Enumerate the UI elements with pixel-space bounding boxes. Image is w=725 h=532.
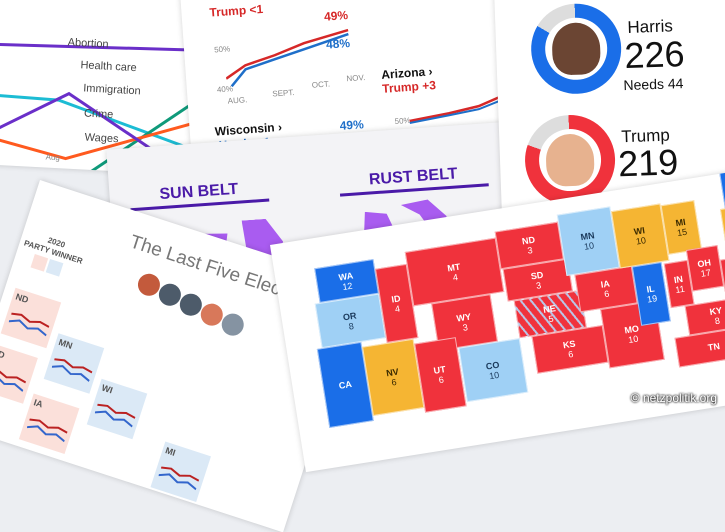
sun-belt-heading: SUN BELT: [129, 178, 270, 212]
state-tile: MI: [150, 441, 211, 503]
issues-lines: [0, 42, 215, 176]
issues-chart-panel: Abortion Health care Immigration Crime W…: [0, 0, 215, 176]
state-tile: MN: [43, 333, 105, 394]
x-tick: AUG.: [227, 95, 248, 106]
state-mn[interactable]: MN 10: [556, 206, 620, 276]
line-immigration: [0, 119, 204, 161]
electoral-votes: 11: [674, 283, 686, 295]
tile-trend: [158, 466, 200, 491]
x-tick: SEPT.: [272, 87, 295, 99]
state-oh[interactable]: OH 17: [685, 244, 725, 292]
legend-crime: Crime: [83, 107, 114, 122]
x-tick: OCT.: [311, 79, 331, 90]
poll-trend: [225, 28, 349, 88]
tile-label: WI: [100, 382, 114, 396]
state-wi[interactable]: WI 10: [610, 203, 670, 269]
y-tick: 50%: [213, 44, 231, 55]
tile-label: ND: [14, 291, 30, 306]
state-abbr: CA: [338, 378, 353, 391]
line-abortion: [0, 42, 192, 52]
rust-belt-heading: RUST BELT: [338, 163, 489, 197]
state-tile: SD: [0, 343, 38, 404]
axis-tick: Aug: [45, 152, 61, 163]
arizona-lead: Trump +3: [381, 78, 437, 96]
tile-label: SD: [0, 347, 7, 361]
state-abbr: TN: [707, 340, 721, 353]
harris-votes: 226: [623, 33, 686, 77]
harris-progress-ring: [529, 2, 623, 96]
state-or[interactable]: OR 8: [314, 293, 386, 349]
harris-avatar: [551, 21, 602, 76]
tile-label: MN: [57, 337, 74, 351]
y-tick: 40%: [216, 84, 234, 95]
legend-wages: Wages: [84, 131, 119, 146]
arizona-trend: [409, 93, 507, 124]
trump-votes: 219: [617, 141, 679, 185]
state-co[interactable]: CO 10: [458, 338, 529, 403]
legend-abortion: Abortion: [67, 36, 109, 51]
candidate-photo: [218, 310, 247, 339]
tile-trend: [26, 418, 68, 443]
tile-label: MI: [164, 445, 177, 458]
state-mi[interactable]: MI 15: [660, 200, 703, 255]
state-tile: ND: [0, 287, 62, 349]
wisconsin-pct: 49%: [339, 117, 365, 133]
tile-trend: [94, 403, 136, 428]
legend-dem-swatch: [45, 258, 64, 277]
polls-panel: Trump <1 49% 48% 50% 40% AUG. SEPT. OCT.…: [179, 0, 521, 157]
x-tick: NOV.: [346, 72, 366, 84]
tile-trend: [8, 312, 50, 337]
harris-needs: Needs 44: [623, 75, 684, 94]
state-tile: WI: [86, 378, 148, 440]
top-pct-trump: 49%: [323, 8, 349, 24]
state-tile: IA: [18, 393, 80, 454]
trump-avatar: [545, 133, 595, 187]
watermark: © netzpolitik.org: [630, 391, 717, 405]
tile-trend: [51, 358, 93, 382]
tile-trend: [0, 368, 27, 392]
top-pct-harris: 48%: [325, 35, 351, 52]
